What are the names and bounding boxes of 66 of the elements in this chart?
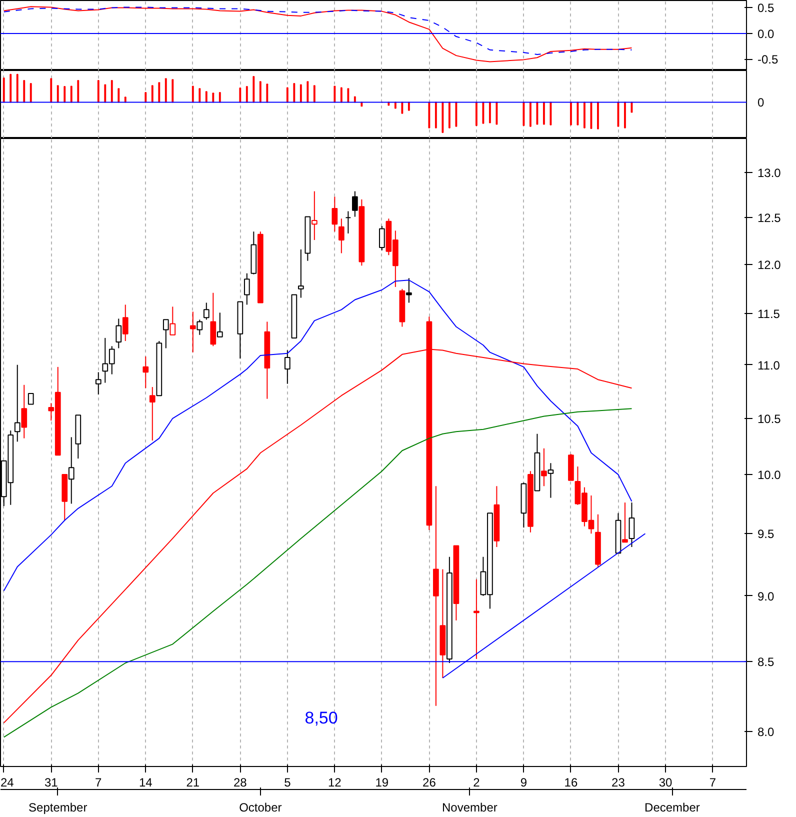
x-tick-label: 23 — [612, 776, 626, 790]
candlestick — [332, 196, 338, 232]
x-tick-label: 5 — [284, 776, 292, 790]
candlestick — [345, 210, 352, 234]
x-tick-label: 2 — [473, 776, 480, 790]
y-tick-label: 12.0 — [758, 258, 782, 272]
y-tick-label: 0.5 — [758, 1, 775, 16]
x-tick-label: 7 — [95, 776, 102, 790]
y-tick-label: 9.0 — [758, 589, 775, 604]
y-tick-label: 10.0 — [758, 468, 782, 482]
candlestick — [28, 392, 34, 405]
y-tick-label: 9.5 — [758, 527, 775, 542]
candlestick — [216, 312, 223, 338]
x2-tick-label: December — [644, 800, 700, 814]
line-series — [3, 280, 632, 592]
y-tick-label: 11.0 — [758, 358, 780, 372]
candlestick — [203, 302, 210, 320]
x-tick-label: 24 — [0, 776, 14, 790]
candlestick — [284, 350, 290, 384]
y-tick-label: 11.5 — [758, 307, 780, 322]
y-tick-label: 10.5 — [758, 412, 782, 426]
x-tick-label: 19 — [375, 776, 389, 790]
y-tick-label: 8.5 — [758, 655, 775, 670]
candlestick — [21, 384, 28, 439]
candlestick — [541, 448, 547, 487]
candlestick — [352, 190, 358, 218]
candlestick — [14, 364, 20, 442]
ref-line-label: 8,50 — [304, 708, 338, 728]
y-tick-label: -0.5 — [758, 52, 779, 67]
candlestick — [142, 356, 149, 389]
candlestick — [116, 318, 122, 349]
candlestick — [379, 225, 385, 251]
candlestick — [622, 502, 628, 543]
x-tick-label: 21 — [186, 776, 200, 790]
x-tick-label: 28 — [233, 776, 248, 790]
x-tick-label: 26 — [422, 776, 436, 790]
y-tick-label: 0.0 — [758, 26, 775, 41]
x-tick-label: 7 — [709, 776, 716, 790]
x-tick-label: 30 — [658, 776, 672, 790]
candlestick — [196, 319, 203, 336]
x2-tick-label: October — [239, 800, 282, 814]
candlestick — [628, 502, 635, 548]
x-tick-label: 9 — [520, 776, 528, 790]
candlestick — [149, 386, 156, 442]
y-tick-label: 8.0 — [758, 724, 775, 739]
text: 0 — [758, 96, 764, 110]
candlestick — [122, 304, 128, 342]
candlestick — [244, 272, 250, 306]
candlestick — [406, 278, 412, 304]
x-tick-label: 12 — [328, 776, 342, 790]
candlestick — [474, 578, 480, 660]
candlestick — [298, 248, 304, 298]
x-tick-label: 16 — [564, 776, 578, 790]
candlestick — [95, 372, 102, 396]
candlestick — [190, 311, 196, 353]
x-tick-label: 14 — [138, 776, 153, 790]
x-tick-label: 31 — [44, 776, 58, 790]
candlestick — [338, 218, 344, 254]
candlestick — [210, 292, 216, 347]
line-series — [3, 408, 632, 738]
x2-tick-label: November — [442, 800, 498, 814]
candlestick — [548, 462, 554, 498]
x2-tick-label: September — [28, 800, 88, 814]
y-tick-label: 13.0 — [758, 166, 782, 180]
candlestick — [68, 436, 74, 504]
y-tick-label: 12.5 — [758, 211, 782, 226]
